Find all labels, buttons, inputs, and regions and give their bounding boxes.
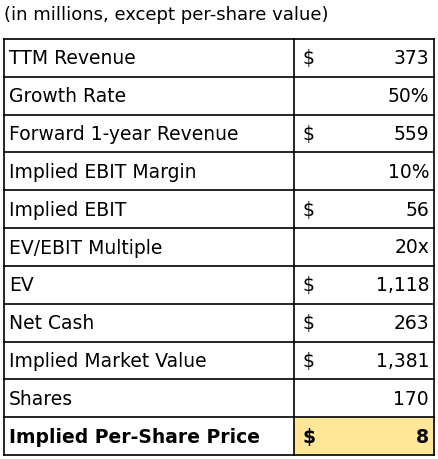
Text: $: $ xyxy=(302,313,314,332)
Bar xyxy=(4,266,434,304)
Text: $: $ xyxy=(302,200,314,219)
Text: 1,381: 1,381 xyxy=(375,351,429,370)
Text: EV/EBIT Multiple: EV/EBIT Multiple xyxy=(9,238,162,257)
Bar xyxy=(4,304,434,342)
Bar xyxy=(4,153,434,191)
Text: $: $ xyxy=(302,351,314,370)
Bar xyxy=(4,417,294,455)
Bar xyxy=(4,229,434,266)
Text: 10%: 10% xyxy=(388,162,429,181)
Text: TTM Revenue: TTM Revenue xyxy=(9,49,136,68)
Text: 373: 373 xyxy=(393,49,429,68)
Text: 56: 56 xyxy=(405,200,429,219)
Text: $: $ xyxy=(302,427,315,446)
Text: 1,118: 1,118 xyxy=(375,276,429,295)
Text: $: $ xyxy=(302,49,314,68)
Bar xyxy=(4,380,434,417)
Text: 170: 170 xyxy=(393,389,429,408)
Text: 263: 263 xyxy=(393,313,429,332)
Bar xyxy=(294,417,434,455)
Bar xyxy=(4,342,434,380)
Text: $: $ xyxy=(302,276,314,295)
Text: 50%: 50% xyxy=(388,87,429,106)
Text: Implied Per-Share Price: Implied Per-Share Price xyxy=(9,427,260,446)
Text: 8: 8 xyxy=(416,427,429,446)
Bar xyxy=(4,191,434,229)
Text: (in millions, except per-share value): (in millions, except per-share value) xyxy=(4,6,328,24)
Text: Shares: Shares xyxy=(9,389,73,408)
Bar xyxy=(4,40,434,78)
Text: Implied EBIT: Implied EBIT xyxy=(9,200,127,219)
Text: EV: EV xyxy=(9,276,34,295)
Text: $: $ xyxy=(302,125,314,144)
Text: Net Cash: Net Cash xyxy=(9,313,94,332)
Text: Forward 1-year Revenue: Forward 1-year Revenue xyxy=(9,125,239,144)
Text: 20x: 20x xyxy=(394,238,429,257)
Text: 559: 559 xyxy=(393,125,429,144)
Text: Implied Market Value: Implied Market Value xyxy=(9,351,207,370)
Bar xyxy=(4,78,434,115)
Text: Implied EBIT Margin: Implied EBIT Margin xyxy=(9,162,197,181)
Text: Growth Rate: Growth Rate xyxy=(9,87,126,106)
Bar xyxy=(4,115,434,153)
